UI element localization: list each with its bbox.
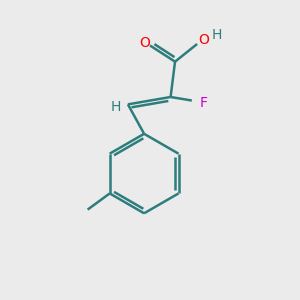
- Text: F: F: [200, 96, 208, 110]
- Text: O: O: [139, 35, 150, 50]
- Text: H: H: [212, 28, 222, 42]
- Text: O: O: [199, 34, 209, 47]
- Text: H: H: [110, 100, 121, 114]
